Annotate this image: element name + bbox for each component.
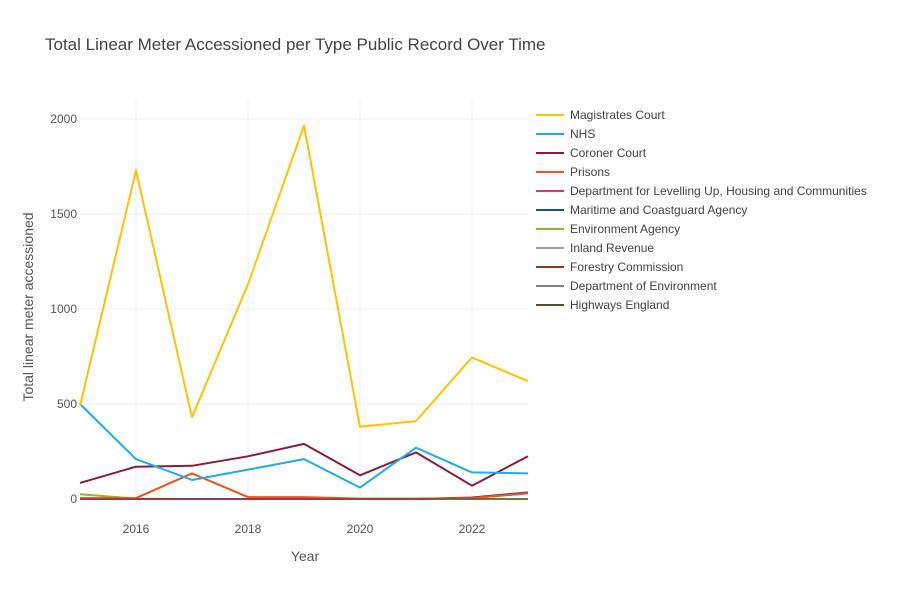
x-tick-label: 2020 xyxy=(347,522,374,536)
series-line-prisons xyxy=(80,472,529,500)
legend-item[interactable]: Department of Environment xyxy=(536,279,717,293)
legend-item[interactable]: Coroner Court xyxy=(536,146,647,160)
x-axis-title: Year xyxy=(291,548,320,564)
legend-item[interactable]: NHS xyxy=(536,127,595,141)
legend-item[interactable]: Magistrates Court xyxy=(536,108,665,122)
legend-label: NHS xyxy=(570,127,595,141)
y-axis-title: Total linear meter accessioned xyxy=(20,212,36,401)
grid-lines xyxy=(80,100,528,499)
chart-title: Total Linear Meter Accessioned per Type … xyxy=(45,35,545,54)
series-line-nhs xyxy=(79,403,529,489)
legend-label: Inland Revenue xyxy=(570,241,654,255)
x-axis-ticks: 2016 2018 2020 2022 xyxy=(123,522,486,536)
legend-item[interactable]: Inland Revenue xyxy=(536,241,654,255)
y-tick-label: 500 xyxy=(57,397,77,411)
legend-label: Prisons xyxy=(570,165,610,179)
legend-item[interactable]: Environment Agency xyxy=(536,222,680,236)
legend: Magistrates Court NHS Coroner Court Prisons… xyxy=(536,108,867,312)
legend-label: Highways England xyxy=(570,298,669,312)
legend-item[interactable]: Forestry Commission xyxy=(536,260,683,274)
y-tick-label: 0 xyxy=(70,492,77,506)
legend-label: Magistrates Court xyxy=(570,108,665,122)
legend-item[interactable]: Prisons xyxy=(536,165,610,179)
y-axis-ticks: 0 500 1000 1500 2000 xyxy=(50,112,77,506)
legend-label: Department for Levelling Up, Housing and… xyxy=(570,184,867,198)
legend-item[interactable]: Department for Levelling Up, Housing and… xyxy=(536,184,867,198)
legend-label: Coroner Court xyxy=(570,146,647,160)
series-line-coroner-court xyxy=(79,442,529,487)
legend-label: Environment Agency xyxy=(570,222,680,236)
x-tick-label: 2016 xyxy=(123,522,150,536)
legend-item[interactable]: Maritime and Coastguard Agency xyxy=(536,203,747,217)
legend-label: Department of Environment xyxy=(570,279,717,293)
legend-label: Maritime and Coastguard Agency xyxy=(570,203,747,217)
y-tick-label: 2000 xyxy=(50,112,77,126)
y-tick-label: 1000 xyxy=(50,302,77,316)
legend-label: Forestry Commission xyxy=(570,260,683,274)
series-lines xyxy=(79,124,529,500)
series-line-magistrates-court xyxy=(79,124,529,428)
y-tick-label: 1500 xyxy=(50,207,77,221)
x-tick-label: 2022 xyxy=(459,522,486,536)
x-tick-label: 2018 xyxy=(235,522,262,536)
legend-item[interactable]: Highways England xyxy=(536,298,669,312)
